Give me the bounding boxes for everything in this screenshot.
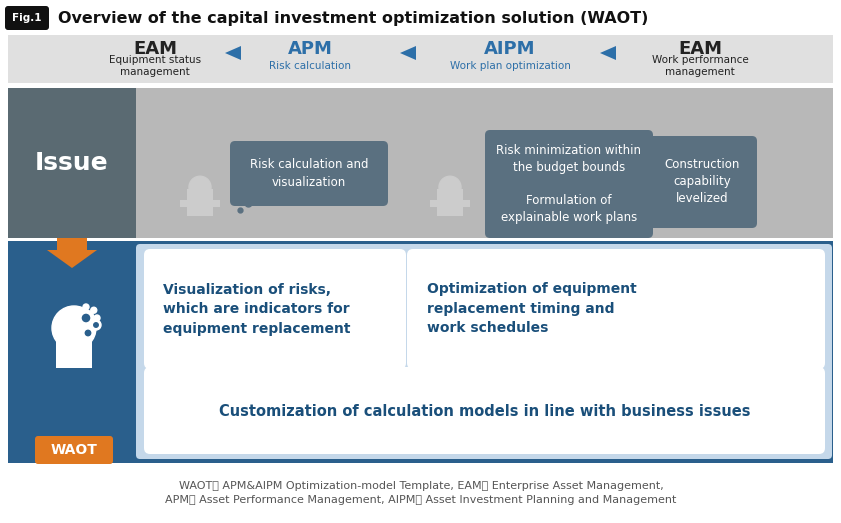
Text: Risk minimization within
the budget bounds: Risk minimization within the budget boun… bbox=[496, 144, 642, 174]
Bar bbox=[436, 189, 463, 216]
FancyBboxPatch shape bbox=[230, 141, 388, 206]
Circle shape bbox=[75, 323, 82, 329]
Text: Construction
capability
levelized: Construction capability levelized bbox=[664, 158, 740, 206]
FancyBboxPatch shape bbox=[144, 367, 825, 454]
Circle shape bbox=[78, 310, 94, 326]
Bar bbox=[8, 241, 833, 463]
Polygon shape bbox=[225, 46, 241, 60]
Circle shape bbox=[52, 306, 96, 350]
FancyBboxPatch shape bbox=[5, 6, 49, 30]
Circle shape bbox=[94, 315, 100, 321]
FancyBboxPatch shape bbox=[485, 180, 653, 238]
FancyBboxPatch shape bbox=[485, 130, 653, 188]
Circle shape bbox=[82, 327, 94, 339]
FancyBboxPatch shape bbox=[8, 35, 833, 83]
Text: APM: APM bbox=[288, 40, 332, 58]
Text: WAOT: WAOT bbox=[50, 443, 98, 457]
Text: Visualization of risks,
which are indicators for
equipment replacement: Visualization of risks, which are indica… bbox=[163, 282, 351, 335]
Text: Formulation of
explainable work plans: Formulation of explainable work plans bbox=[501, 194, 637, 224]
Circle shape bbox=[72, 315, 78, 321]
Polygon shape bbox=[600, 46, 616, 60]
Circle shape bbox=[75, 307, 82, 313]
Text: Overview of the capital investment optimization solution (WAOT): Overview of the capital investment optim… bbox=[58, 10, 648, 26]
Bar bbox=[180, 200, 220, 207]
Bar bbox=[8, 88, 833, 238]
FancyBboxPatch shape bbox=[35, 436, 113, 464]
FancyBboxPatch shape bbox=[407, 249, 825, 369]
Text: Issue: Issue bbox=[35, 151, 108, 175]
Circle shape bbox=[91, 323, 97, 329]
Text: Customization of calculation models in line with business issues: Customization of calculation models in l… bbox=[220, 404, 751, 418]
FancyArrow shape bbox=[47, 238, 97, 268]
Text: EAM: EAM bbox=[133, 40, 177, 58]
Circle shape bbox=[85, 331, 91, 336]
Circle shape bbox=[91, 307, 97, 313]
Circle shape bbox=[83, 326, 89, 332]
Polygon shape bbox=[400, 46, 416, 60]
Circle shape bbox=[82, 314, 90, 322]
Text: WAOT： APM&AIPM Optimization-model Template, EAM： Enterprise Asset Management,
AP: WAOT： APM&AIPM Optimization-model Templa… bbox=[166, 481, 677, 505]
Text: Work performance
management: Work performance management bbox=[652, 55, 748, 77]
Bar bbox=[56, 330, 92, 368]
Text: Equipment status
management: Equipment status management bbox=[109, 55, 201, 77]
Text: Risk calculation and
visualization: Risk calculation and visualization bbox=[250, 158, 368, 188]
Text: AIPM: AIPM bbox=[484, 40, 536, 58]
Circle shape bbox=[83, 304, 89, 310]
FancyBboxPatch shape bbox=[136, 244, 832, 459]
Text: Work plan optimization: Work plan optimization bbox=[450, 61, 570, 71]
Circle shape bbox=[189, 176, 211, 198]
Text: EAM: EAM bbox=[678, 40, 722, 58]
Text: Risk calculation: Risk calculation bbox=[269, 61, 351, 71]
Text: Fig.1: Fig.1 bbox=[13, 13, 42, 23]
Circle shape bbox=[93, 323, 98, 327]
Circle shape bbox=[439, 176, 461, 198]
Circle shape bbox=[91, 320, 101, 330]
Text: Optimization of equipment
replacement timing and
work schedules: Optimization of equipment replacement ti… bbox=[427, 282, 637, 335]
Bar bbox=[431, 200, 470, 207]
Bar bbox=[187, 189, 214, 216]
Bar bbox=[8, 88, 136, 238]
FancyBboxPatch shape bbox=[647, 136, 757, 228]
FancyBboxPatch shape bbox=[144, 249, 406, 369]
